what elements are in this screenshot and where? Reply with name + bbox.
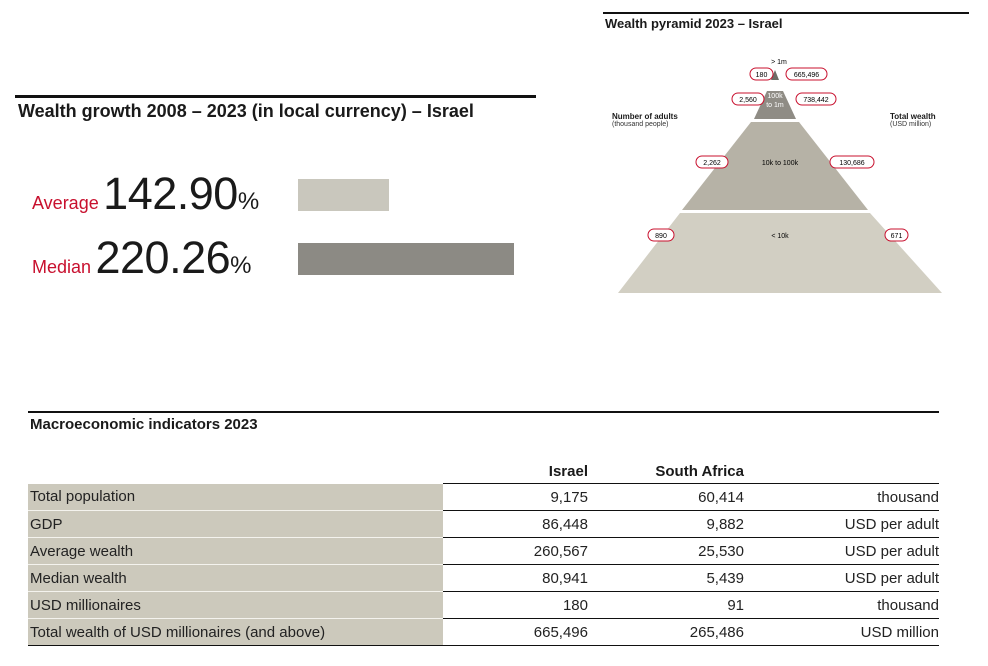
- table-header-row: Israel South Africa: [28, 460, 939, 484]
- wealth-value-under-10k: 671: [891, 233, 903, 240]
- wealth-value-100k: 738,442: [803, 97, 828, 104]
- pyramid-right-legend: Total wealth (USD million): [890, 112, 936, 128]
- unit-value: USD million: [744, 618, 939, 646]
- south-africa-value: 9,882: [588, 510, 744, 538]
- header-unit: [744, 460, 939, 484]
- row-label: Total wealth of USD millionaires (and ab…: [28, 618, 443, 646]
- table-row: Total population 9,175 60,414 thousand: [28, 483, 939, 511]
- unit-value: USD per adult: [744, 537, 939, 565]
- average-bar: [298, 179, 390, 211]
- median-bar: [298, 243, 514, 275]
- unit-value: USD per adult: [744, 510, 939, 538]
- adults-axis-subtitle: (thousand people): [612, 121, 669, 128]
- adults-value-100k: 2,560: [739, 97, 757, 104]
- wealth-bubble-10k: [829, 155, 875, 169]
- south-africa-value: 265,486: [588, 618, 744, 646]
- unit-value: thousand: [744, 483, 939, 511]
- wealth-bubble-100k: [795, 92, 837, 106]
- adults-value-under-10k: 890: [655, 233, 667, 240]
- macro-table: Israel South Africa Total population 9,17…: [28, 460, 939, 646]
- table-row: Total wealth of USD millionaires (and ab…: [28, 618, 939, 646]
- south-africa-value: 91: [588, 591, 744, 619]
- adults-bubble-under-10k: [647, 228, 675, 242]
- table-row: USD millionaires 180 91 thousand: [28, 591, 939, 619]
- row-label: USD millionaires: [28, 591, 443, 619]
- band-label-1m: > 1m: [771, 59, 787, 66]
- south-africa-value: 5,439: [588, 564, 744, 592]
- growth-title: Wealth growth 2008 – 2023 (in local curr…: [18, 101, 474, 121]
- table-row: Median wealth 80,941 5,439 USD per adult: [28, 564, 939, 592]
- header-blank: [28, 460, 443, 484]
- israel-value: 86,448: [443, 510, 588, 538]
- south-africa-value: 25,530: [588, 537, 744, 565]
- unit-value: thousand: [744, 591, 939, 619]
- header-israel: Israel: [443, 460, 588, 484]
- adults-bubble-1m: [749, 67, 774, 81]
- pyramid-title: Wealth pyramid 2023 – Israel: [605, 16, 783, 31]
- adults-value-10k: 2,262: [703, 160, 721, 167]
- pyramid-tier-under-10k: [618, 213, 942, 293]
- adults-value-1m: 180: [756, 72, 768, 79]
- band-label-to1m: to 1m: [766, 102, 784, 109]
- pyramid-tier-100k-1m: [754, 91, 796, 119]
- median-label: Median: [32, 257, 92, 277]
- macro-title-rule: [28, 411, 939, 413]
- pyramid-tier-top: [771, 70, 779, 80]
- band-label-10k-100k: 10k to 100k: [762, 160, 799, 167]
- israel-value: 9,175: [443, 483, 588, 511]
- band-label-under-10k: < 10k: [771, 233, 789, 240]
- wealth-bubble-under-10k: [884, 228, 909, 242]
- table-row: Average wealth 260,567 25,530 USD per adult: [28, 537, 939, 565]
- row-label: Average wealth: [28, 537, 443, 565]
- adults-axis-title: Number of adults: [612, 112, 678, 121]
- average-stat: Average 142.90%: [32, 168, 259, 220]
- median-stat: Median 220.26%: [32, 232, 251, 284]
- pyramid-tier-10k-100k: [682, 122, 868, 210]
- israel-value: 260,567: [443, 537, 588, 565]
- wealth-pyramid: > 1m 100k to 1m 10k to 100k < 10k 180 66…: [618, 59, 942, 293]
- adults-bubble-10k: [695, 155, 729, 169]
- wealth-axis-title: Total wealth: [890, 112, 936, 121]
- wealth-value-1m: 665,496: [794, 72, 819, 79]
- header-south-africa: South Africa: [588, 460, 744, 484]
- row-label: Total population: [28, 483, 443, 511]
- average-unit: %: [237, 188, 260, 215]
- average-value: 142.90: [103, 168, 238, 219]
- median-unit: %: [230, 252, 252, 279]
- row-label: Median wealth: [28, 564, 443, 592]
- wealth-bubble-1m: [785, 67, 828, 81]
- pyramid-title-rule: [603, 12, 969, 14]
- israel-value: 180: [443, 591, 588, 619]
- unit-value: USD per adult: [744, 564, 939, 592]
- israel-value: 665,496: [443, 618, 588, 646]
- macro-title: Macroeconomic indicators 2023: [30, 416, 258, 433]
- adults-bubble-100k: [731, 92, 765, 106]
- wealth-value-10k: 130,686: [839, 160, 864, 167]
- south-africa-value: 60,414: [588, 483, 744, 511]
- median-value: 220.26: [95, 232, 231, 283]
- growth-title-rule: [15, 95, 536, 98]
- israel-value: 80,941: [443, 564, 588, 592]
- row-label: GDP: [28, 510, 443, 538]
- band-label-100k: 100k: [767, 93, 783, 100]
- pyramid-left-legend: Number of adults (thousand people): [612, 112, 678, 128]
- average-label: Average: [32, 193, 99, 213]
- table-row: GDP 86,448 9,882 USD per adult: [28, 510, 939, 538]
- wealth-axis-subtitle: (USD million): [890, 121, 932, 128]
